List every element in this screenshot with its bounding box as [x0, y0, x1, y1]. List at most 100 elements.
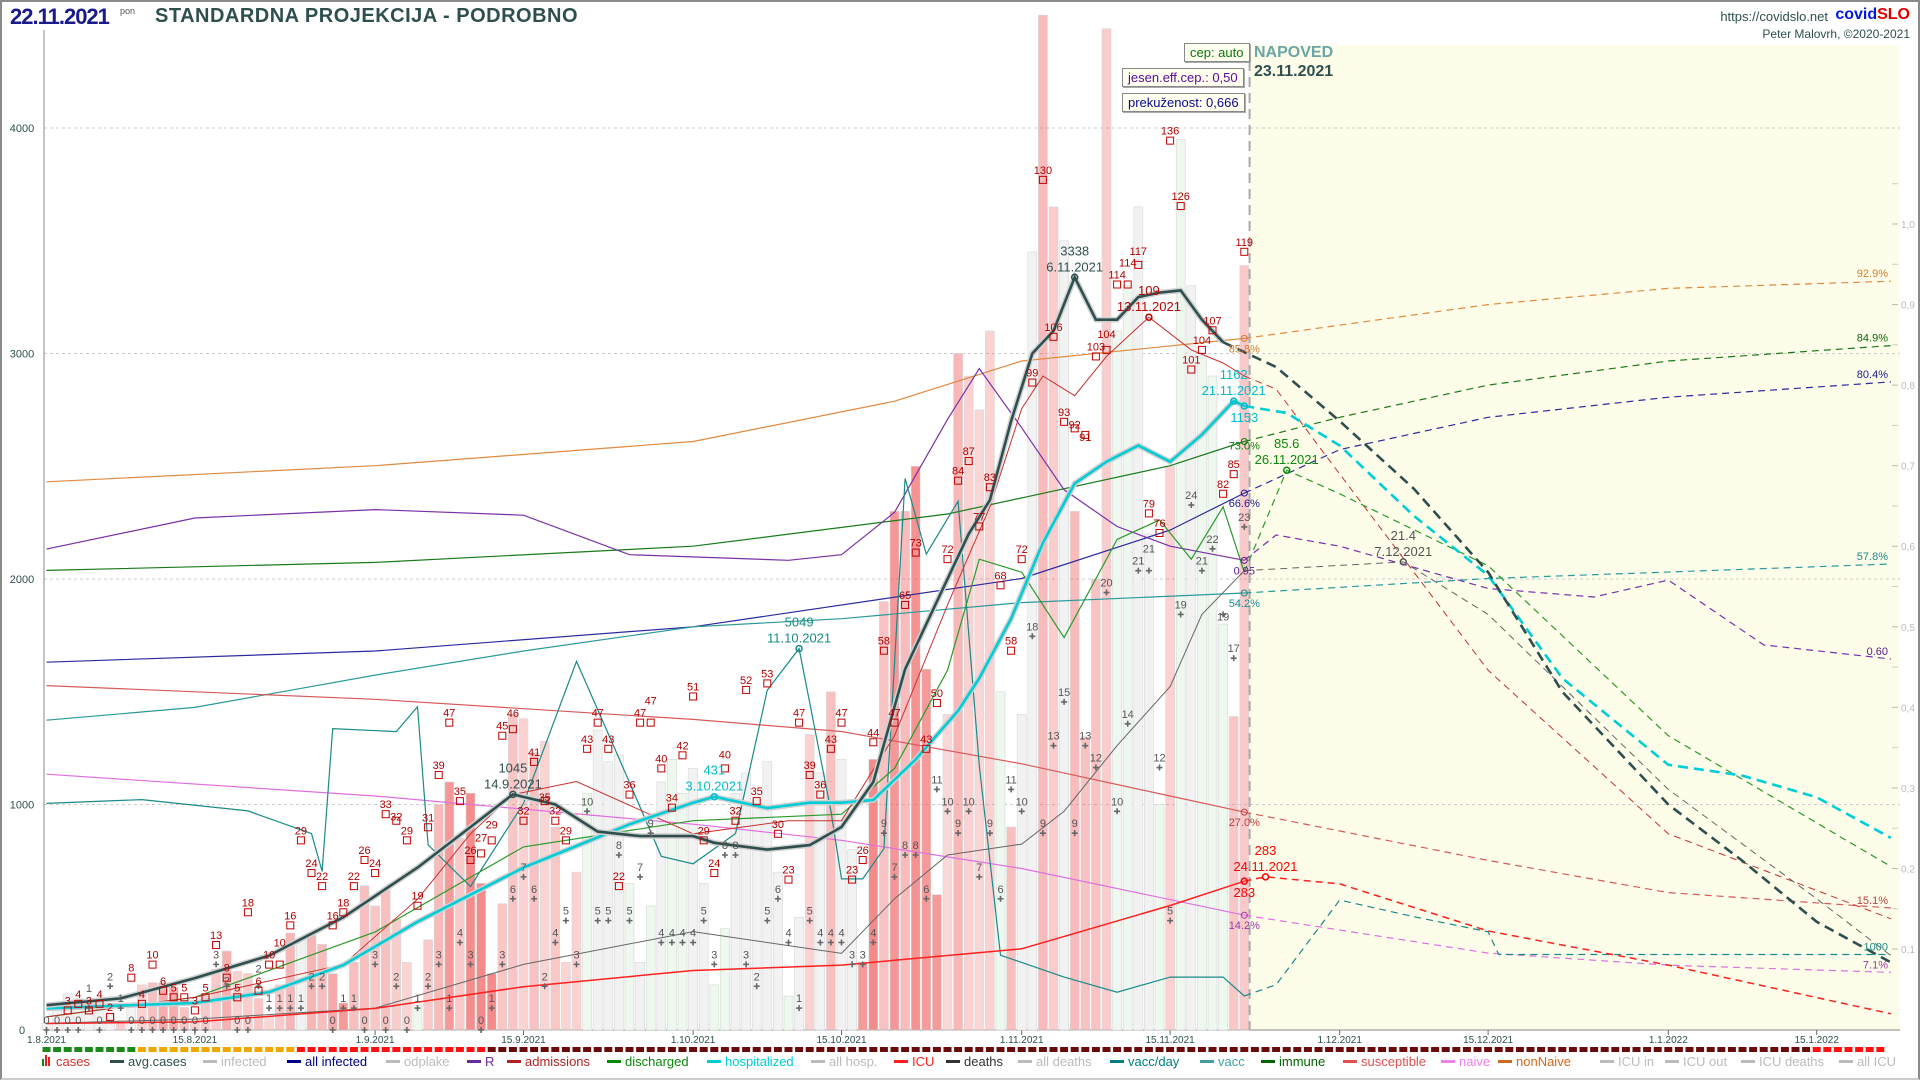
admission-marker — [233, 993, 242, 1002]
risk-level-cell — [1187, 1047, 1196, 1052]
risk-level-cell — [63, 1047, 72, 1052]
death-marker — [743, 961, 750, 968]
day-of-week: pon — [120, 6, 136, 16]
admission-marker — [742, 685, 751, 694]
admission-value-label: 5 — [181, 982, 187, 994]
death-value-label: 1 — [86, 983, 92, 995]
risk-level-cell — [455, 1047, 464, 1052]
death-value-label: 3 — [711, 949, 717, 961]
legend-item-discharged[interactable]: discharged — [607, 1054, 689, 1069]
legend-item-infected[interactable]: infected — [203, 1054, 267, 1069]
series-line-vacc — [46, 592, 1245, 721]
annotation-value: 431 — [703, 763, 725, 778]
site-url-link[interactable]: https://covidslo.net — [1720, 9, 1828, 24]
chart-legend: cases avg.cases infected all infected odplak… — [0, 1054, 1920, 1074]
legend-item-vacc[interactable]: vacc — [1200, 1054, 1245, 1069]
risk-level-cell — [243, 1047, 252, 1052]
death-value-label: 0 — [383, 1015, 389, 1027]
risk-level-cell — [1388, 1047, 1397, 1052]
death-value-label: 24 — [1185, 490, 1197, 502]
admission-value-label: 35 — [539, 792, 551, 804]
case-bar — [1016, 713, 1027, 1031]
annotation-point — [710, 792, 719, 801]
end-value-label: 80.4% — [1857, 369, 1888, 381]
legend-label: admissions — [525, 1054, 591, 1069]
legend-item-icu-in[interactable]: ICU in — [1600, 1054, 1654, 1069]
legend-item-icu-out[interactable]: ICU out — [1665, 1054, 1727, 1069]
series-forecast-all_infected — [1244, 381, 1891, 494]
risk-level-cell — [561, 1047, 570, 1052]
admission-value-label: 4 — [139, 989, 145, 1001]
case-bar — [857, 962, 868, 1031]
series-forecast-naive — [1244, 914, 1891, 973]
annotation-value: 109 — [1138, 283, 1160, 298]
legend-label: all ICU — [1857, 1054, 1897, 1069]
legend-item-icu[interactable]: ICU — [894, 1054, 934, 1069]
admission-marker — [1038, 175, 1047, 184]
risk-level-cell — [551, 1047, 560, 1052]
death-value-label: 9 — [648, 818, 654, 830]
risk-level-cell — [371, 1047, 380, 1052]
legend-item-deaths[interactable]: deaths — [946, 1054, 1003, 1069]
death-value-label: 18 — [1026, 621, 1038, 633]
death-value-label: 1 — [340, 993, 346, 1005]
legend-item-all-infected[interactable]: all infected — [287, 1054, 367, 1069]
case-bar — [338, 1002, 349, 1031]
legend-item-icu-deaths[interactable]: ICU deaths — [1741, 1054, 1824, 1069]
risk-level-cell — [1526, 1047, 1535, 1052]
legend-item-odplake[interactable]: odplake — [386, 1054, 450, 1069]
legend-item-vacc-day[interactable]: vacc/day — [1110, 1054, 1179, 1069]
risk-level-cell — [180, 1047, 189, 1052]
death-value-label: 8 — [732, 840, 738, 852]
point-percent-label: 66.6% — [1229, 498, 1260, 510]
annotation-date: 14.9.2021 — [484, 776, 542, 791]
legend-item-all-icu[interactable]: all ICU — [1839, 1054, 1896, 1069]
case-bar — [465, 792, 476, 1031]
series-forecast-admissions — [1244, 375, 1892, 920]
legend-item-cases[interactable]: cases — [42, 1054, 90, 1069]
case-bar — [296, 939, 306, 1031]
admission-value-label: 92 — [1069, 419, 1081, 431]
y-right-tick-label: 0,9 — [1901, 301, 1915, 312]
admission-value-label: 24 — [369, 858, 381, 870]
legend-item-r[interactable]: R — [467, 1054, 494, 1069]
admission-marker — [583, 744, 592, 753]
legend-item-susceptible[interactable]: susceptible — [1343, 1054, 1426, 1069]
death-marker — [997, 895, 1004, 902]
risk-level-cell — [1166, 1047, 1175, 1052]
risk-level-cell — [339, 1047, 348, 1052]
legend-item-naive[interactable]: naive — [1441, 1054, 1490, 1069]
death-marker — [43, 1027, 50, 1033]
risk-level-cell — [667, 1047, 676, 1052]
point-percent-label: 54.2% — [1229, 598, 1260, 610]
case-bar — [645, 905, 656, 1031]
case-bar — [1059, 240, 1069, 1031]
forecast-region — [1249, 45, 1900, 1030]
legend-item-hospitalized[interactable]: hospitalized — [707, 1054, 794, 1069]
death-value-label: 12 — [1090, 753, 1102, 765]
risk-level-cell — [901, 1047, 910, 1052]
legend-item-nonnaive[interactable]: nonNaive — [1498, 1054, 1571, 1069]
admission-value-label: 16 — [327, 910, 339, 922]
admission-marker — [95, 999, 104, 1008]
risk-level-cell — [657, 1047, 666, 1052]
death-value-label: 21 — [1196, 556, 1208, 568]
admission-value-label: 6 — [255, 976, 261, 988]
admission-marker — [477, 849, 486, 858]
legend-item-avg-cases[interactable]: avg.cases — [110, 1054, 187, 1069]
death-marker — [976, 873, 983, 880]
risk-level-cell — [985, 1047, 994, 1052]
death-marker — [287, 1005, 294, 1012]
risk-level-cell — [1823, 1047, 1832, 1052]
legend-item-all-deaths[interactable]: all deaths — [1018, 1054, 1092, 1069]
admission-value-label: 3 — [86, 995, 92, 1007]
death-marker — [382, 1027, 389, 1033]
death-value-label: 0 — [128, 1015, 134, 1027]
admission-marker — [190, 1006, 199, 1015]
death-value-label: 4 — [690, 928, 696, 940]
death-marker — [584, 808, 591, 815]
legend-item-admissions[interactable]: admissions — [507, 1054, 590, 1069]
legend-item-all-hosp-[interactable]: all hosp. — [811, 1054, 877, 1069]
risk-level-cell — [636, 1047, 645, 1052]
legend-item-immune[interactable]: immune — [1261, 1054, 1325, 1069]
